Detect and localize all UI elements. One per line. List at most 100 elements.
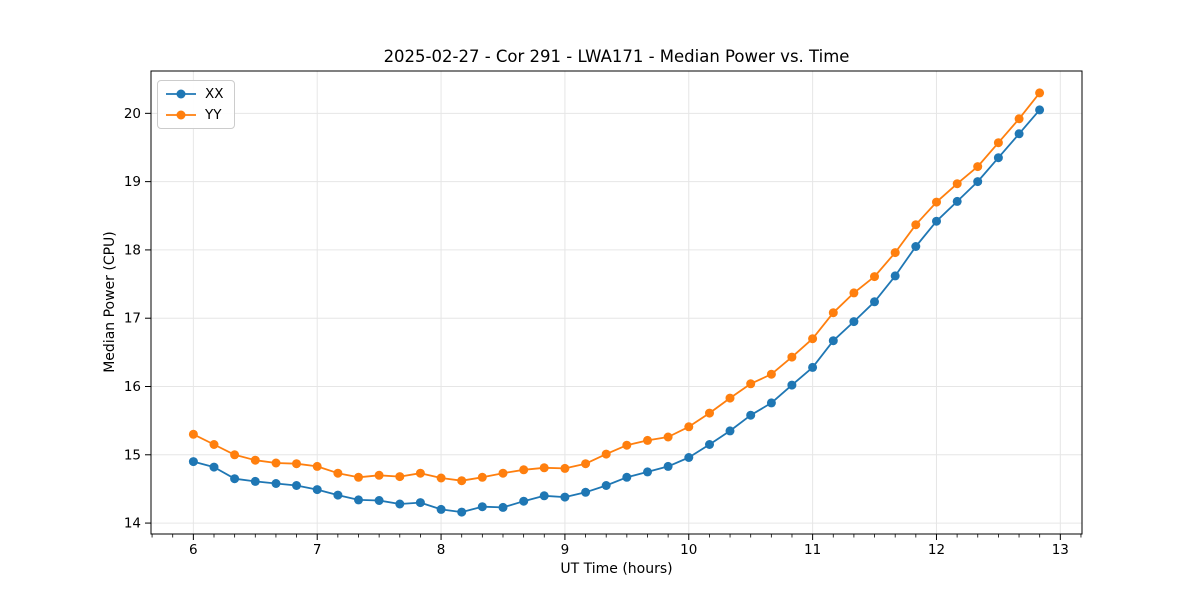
data-point-yy — [333, 468, 343, 478]
data-point-yy — [271, 458, 281, 468]
data-point-xx — [870, 297, 879, 307]
data-point-xx — [209, 462, 219, 472]
y-tick-label: 16 — [124, 379, 141, 395]
data-point-yy — [746, 379, 756, 389]
data-point-xx — [787, 380, 797, 390]
data-point-xx — [539, 491, 549, 501]
data-point-yy — [684, 422, 694, 432]
data-point-xx — [643, 467, 652, 477]
data-point-yy — [415, 468, 425, 478]
data-point-xx — [271, 479, 281, 488]
data-point-yy — [292, 459, 301, 469]
legend-line-marker-icon — [166, 110, 196, 120]
data-point-yy — [993, 138, 1003, 148]
data-point-yy — [890, 248, 900, 258]
y-tick-label: 18 — [124, 242, 141, 258]
data-point-yy — [457, 476, 467, 486]
series-line-yy — [193, 92, 1041, 482]
data-point-yy — [230, 450, 240, 460]
data-point-yy — [539, 463, 549, 473]
y-axis-label: Median Power (CPU) — [102, 231, 118, 373]
data-point-yy — [663, 432, 673, 442]
data-point-xx — [993, 153, 1003, 163]
data-point-yy — [932, 197, 941, 207]
data-point-xx — [333, 490, 343, 500]
data-point-yy — [312, 461, 322, 471]
data-point-yy — [643, 435, 652, 445]
data-point-yy — [477, 472, 487, 482]
data-point-xx — [292, 481, 301, 490]
data-point-xx — [849, 317, 859, 327]
data-point-xx — [374, 496, 384, 505]
data-point-yy — [436, 473, 446, 483]
data-point-xx — [436, 504, 446, 514]
data-point-xx — [1035, 105, 1045, 115]
data-point-xx — [354, 495, 363, 505]
data-point-xx — [725, 426, 735, 436]
data-point-xx — [1014, 129, 1024, 139]
y-tick-label: 20 — [124, 106, 141, 122]
data-point-xx — [581, 487, 591, 497]
data-point-yy — [601, 449, 611, 459]
data-point-yy — [519, 465, 529, 475]
data-point-yy — [622, 440, 632, 450]
data-point-xx — [808, 362, 818, 372]
data-point-xx — [952, 196, 962, 206]
data-point-yy — [787, 352, 797, 362]
data-point-yy — [705, 408, 714, 418]
legend-label: YY — [205, 107, 222, 123]
data-point-xx — [973, 177, 983, 187]
x-tick-label: 11 — [804, 542, 821, 558]
data-point-xx — [188, 457, 198, 467]
data-point-yy — [1035, 88, 1045, 98]
x-tick-label: 8 — [437, 542, 446, 558]
y-tick-label: 19 — [124, 174, 141, 190]
data-point-xx — [415, 498, 425, 508]
data-point-xx — [250, 476, 260, 486]
data-point-yy — [849, 288, 859, 298]
legend-line-marker-icon — [166, 89, 196, 99]
legend-item: YY — [165, 107, 224, 123]
data-point-yy — [188, 429, 198, 439]
series-line-xx — [193, 109, 1041, 513]
chart-title: 2025-02-27 - Cor 291 - LWA171 - Median P… — [383, 47, 850, 66]
x-axis-label: UT Time (hours) — [560, 561, 673, 577]
data-point-xx — [230, 474, 240, 484]
data-point-xx — [622, 472, 632, 482]
x-tick-label: 12 — [928, 542, 945, 558]
data-point-xx — [519, 496, 529, 506]
y-tick-label: 17 — [124, 311, 141, 327]
axes-frame — [150, 70, 1083, 535]
data-point-xx — [705, 440, 714, 449]
data-point-yy — [766, 369, 776, 379]
data-point-xx — [911, 242, 921, 251]
x-tick-label: 13 — [1052, 542, 1069, 558]
data-point-yy — [1014, 114, 1024, 124]
data-point-xx — [601, 481, 611, 490]
data-point-yy — [354, 472, 363, 482]
data-point-yy — [911, 220, 921, 230]
data-point-xx — [932, 216, 941, 226]
x-tick-label: 9 — [561, 542, 570, 558]
data-point-yy — [952, 179, 962, 189]
y-tick-label: 15 — [124, 447, 141, 463]
x-tick-label: 6 — [189, 542, 198, 558]
data-point-xx — [890, 271, 900, 281]
data-point-yy — [973, 162, 983, 172]
data-point-xx — [498, 502, 508, 512]
data-point-yy — [209, 440, 219, 449]
data-point-yy — [395, 472, 405, 482]
legend-label: XX — [205, 86, 224, 102]
x-tick-label: 10 — [680, 542, 697, 558]
data-point-yy — [828, 308, 838, 318]
legend: XX YY — [157, 80, 235, 129]
data-point-yy — [560, 463, 570, 473]
data-point-yy — [870, 272, 879, 282]
data-point-xx — [312, 485, 322, 495]
y-tick-label: 14 — [124, 516, 141, 532]
data-point-xx — [828, 336, 838, 346]
data-point-xx — [766, 398, 776, 408]
data-point-xx — [684, 453, 694, 462]
